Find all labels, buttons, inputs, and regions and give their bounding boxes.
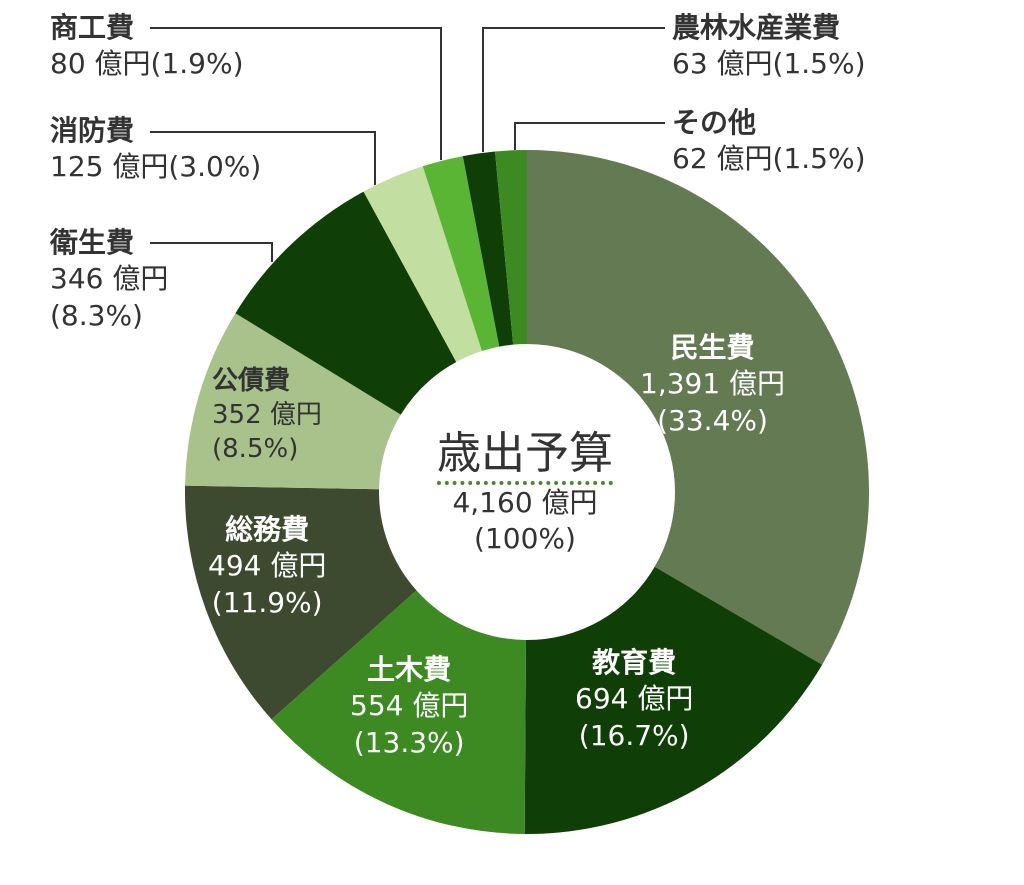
label-kyoiku: 教育費 694 億円 (16.7%) [575, 646, 694, 752]
slice-4 [185, 313, 401, 490]
label-minsei: 民生費 1,391 億円 (33.4%) [640, 331, 786, 437]
label-doboku: 土木費 554 億円 (13.3%) [350, 653, 469, 759]
label-kosai: 公債費 352 億円 (8.5%) [212, 366, 322, 464]
label-shobo: 消防費 125 億円(3.0%) [50, 114, 262, 184]
total-value: 4,160 億円 [452, 485, 598, 519]
slice-7 [422, 156, 500, 352]
leader-line-sonota [514, 122, 665, 150]
chart-title: 歳出予算 [437, 428, 613, 485]
slice-3 [185, 485, 417, 720]
label-sonota: その他 62 億円(1.5%) [672, 106, 866, 176]
label-eisei: 衛生費 346 億円 (8.3%) [50, 226, 169, 332]
leader-line-eisei [150, 242, 273, 262]
slice-2 [271, 590, 526, 834]
label-shoko: 商工費 80 億円(1.9%) [50, 11, 244, 81]
total-pct: (100%) [474, 522, 576, 556]
slice-8 [462, 151, 514, 347]
label-somu: 総務費 494 億円 (11.9%) [208, 513, 327, 619]
leader-line-norin [482, 27, 665, 152]
slice-0 [527, 150, 870, 665]
leader-line-shoko [150, 27, 442, 160]
slice-5 [235, 191, 457, 415]
leader-line-shobo [150, 131, 376, 185]
slice-6 [363, 166, 482, 362]
label-norin: 農林水産業費 63 億円(1.5%) [672, 11, 866, 81]
slice-1 [524, 566, 823, 834]
slice-9 [495, 150, 527, 345]
center-label: 歳出予算 4,160 億円 (100%) [380, 428, 670, 558]
